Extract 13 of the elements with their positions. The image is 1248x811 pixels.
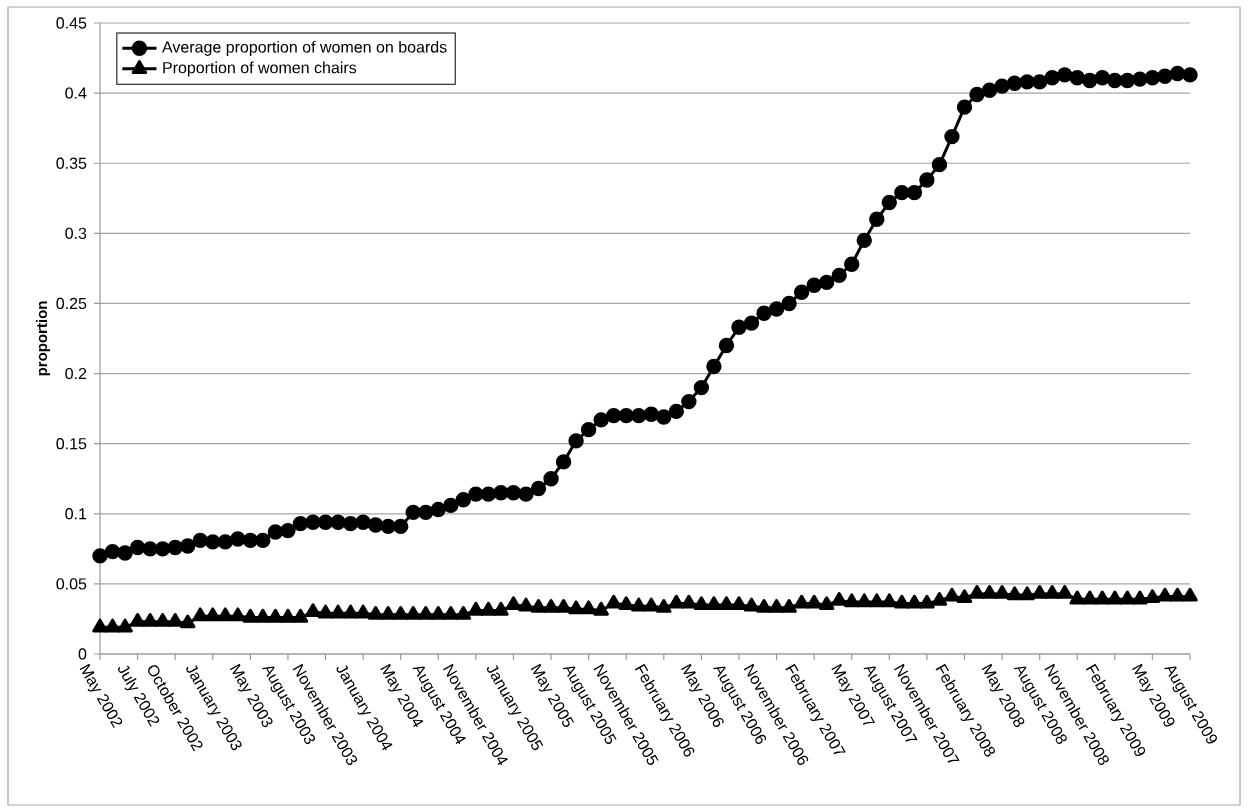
- y-tick-label: 0.05: [56, 578, 87, 590]
- y-tick-label: 0.35: [56, 157, 87, 169]
- y-tick-label: 0.1: [65, 508, 87, 520]
- y-tick-label: 0: [78, 648, 87, 660]
- y-axis-title: proportion: [36, 301, 51, 376]
- y-tick-label: 0.45: [56, 17, 87, 29]
- legend-label: Proportion of women chairs: [163, 61, 357, 77]
- y-tick-label: 0.4: [65, 87, 87, 99]
- legend-label: Average proportion of women on boards: [162, 40, 447, 56]
- y-tick-label: 0.25: [56, 297, 87, 310]
- y-tick-label: 0.3: [65, 227, 87, 239]
- y-tick-label: 0.15: [56, 438, 87, 450]
- y-tick-label: 0.2: [65, 367, 87, 380]
